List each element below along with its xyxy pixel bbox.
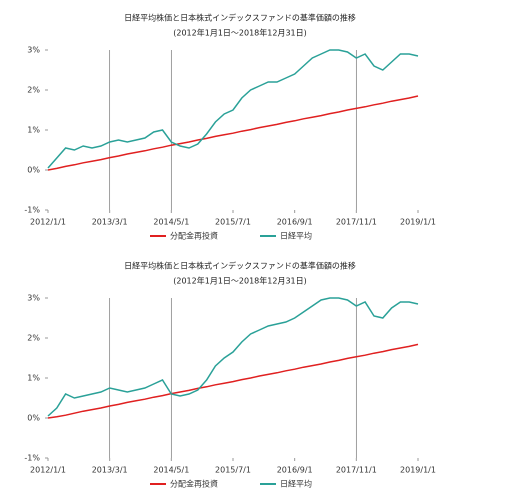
y-tick-label: 0%	[27, 166, 40, 175]
x-tick-label: 2015/7/1	[215, 218, 251, 227]
legend-label: 日経平均	[280, 231, 312, 241]
y-tick-label: 2%	[27, 86, 40, 95]
legend-label: 分配金再投資	[170, 479, 218, 489]
x-tick-label: 2013/3/1	[92, 218, 128, 227]
legend-label: 日経平均	[280, 479, 312, 489]
y-tick-label: 1%	[27, 374, 40, 383]
x-tick-label: 2017/11/1	[336, 466, 377, 475]
x-tick-label: 2019/1/1	[400, 466, 436, 475]
y-tick-label: 3%	[27, 46, 40, 55]
x-tick-label: 2014/5/1	[153, 218, 189, 227]
line	[47, 95, 419, 171]
chart-title: 日経平均株価と日本株式インデックスファンドの基準価額の推移	[124, 261, 356, 271]
y-tick-label: -1%	[24, 454, 40, 463]
x-tick-label: 2012/1/1	[30, 218, 66, 227]
line	[47, 297, 419, 417]
y-tick-label: 0%	[27, 414, 40, 423]
chart-subtitle: (2012年1月1日～2018年12月31日)	[173, 28, 307, 38]
x-tick-label: 2016/9/1	[277, 466, 313, 475]
line	[47, 49, 419, 169]
chart-subtitle: (2012年1月1日～2018年12月31日)	[173, 276, 307, 286]
y-tick-label: 3%	[27, 294, 40, 303]
chart-title: 日経平均株価と日本株式インデックスファンドの基準価額の推移	[124, 13, 356, 23]
chart: 日経平均株価と日本株式インデックスファンドの基準価額の推移 (2012年1月1日～…	[24, 13, 436, 241]
line	[47, 343, 419, 419]
y-tick-label: -1%	[24, 206, 40, 215]
x-tick-label: 2017/11/1	[336, 218, 377, 227]
x-tick-label: 2019/1/1	[400, 218, 436, 227]
chart: 日経平均株価と日本株式インデックスファンドの基準価額の推移 (2012年1月1日～…	[24, 261, 436, 489]
legend-label: 分配金再投資	[170, 231, 218, 241]
y-tick-label: 1%	[27, 126, 40, 135]
x-tick-label: 2016/9/1	[277, 218, 313, 227]
x-tick-label: 2015/7/1	[215, 466, 251, 475]
x-tick-label: 2012/1/1	[30, 466, 66, 475]
y-tick-label: 2%	[27, 334, 40, 343]
x-tick-label: 2013/3/1	[92, 466, 128, 475]
x-tick-label: 2014/5/1	[153, 466, 189, 475]
